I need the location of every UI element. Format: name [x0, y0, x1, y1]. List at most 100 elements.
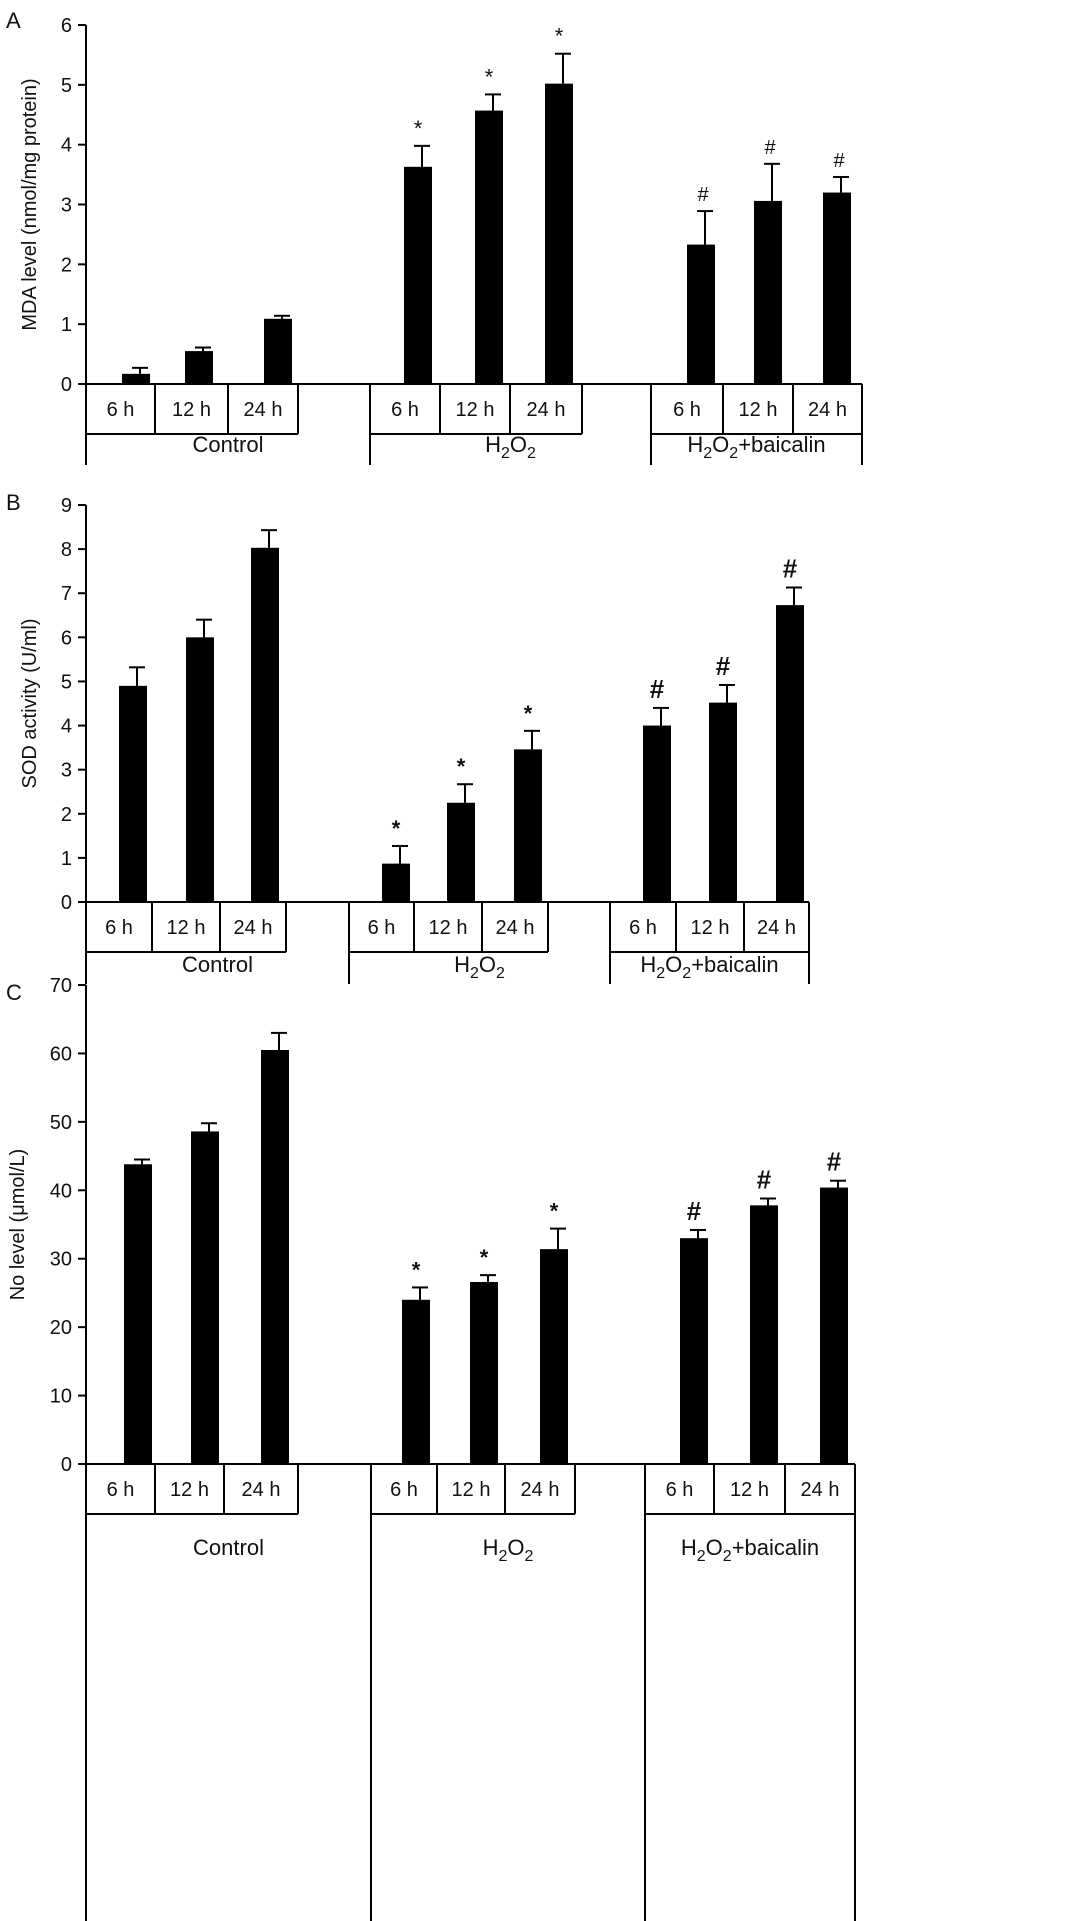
- bar: [447, 802, 475, 902]
- significance-marker: #: [697, 184, 709, 206]
- bar: [404, 166, 432, 384]
- significance-marker: *: [485, 64, 494, 89]
- panel-label: C: [6, 980, 22, 1005]
- y-tick-label: 1: [61, 848, 72, 870]
- group-label: Control: [193, 1535, 264, 1560]
- bar: [470, 1281, 498, 1464]
- category-label: 12 h: [730, 1479, 769, 1501]
- category-label: 6 h: [107, 399, 135, 421]
- y-tick-label: 4: [61, 135, 72, 157]
- bar: [709, 702, 737, 902]
- y-tick-label: 3: [61, 760, 72, 782]
- category-label: 12 h: [429, 917, 468, 939]
- significance-marker: #: [783, 553, 798, 583]
- category-label: 24 h: [244, 399, 283, 421]
- bar: [119, 685, 147, 902]
- bar: [754, 200, 782, 384]
- category-label: 24 h: [527, 399, 566, 421]
- category-label: 24 h: [757, 917, 796, 939]
- y-tick-label: 5: [61, 75, 72, 97]
- category-label: 24 h: [496, 917, 535, 939]
- bar: [514, 749, 542, 902]
- significance-marker: #: [687, 1196, 702, 1226]
- panel-label: B: [6, 490, 21, 515]
- bar: [545, 83, 573, 385]
- bar: [185, 351, 213, 384]
- group-label: Control: [182, 952, 253, 977]
- category-label: 6 h: [629, 917, 657, 939]
- y-tick-label: 50: [50, 1112, 72, 1134]
- y-tick-label: 60: [50, 1043, 72, 1065]
- y-tick-label: 70: [50, 975, 72, 997]
- significance-marker: #: [757, 1164, 772, 1194]
- y-tick-label: 0: [61, 892, 72, 914]
- y-tick-label: 4: [61, 716, 72, 738]
- y-tick-label: 0: [61, 374, 72, 396]
- y-tick-label: 2: [61, 804, 72, 826]
- bar: [124, 1164, 152, 1464]
- significance-marker: #: [833, 150, 845, 172]
- y-axis-label: SOD activity (U/ml): [19, 619, 41, 789]
- category-label: 6 h: [105, 917, 133, 939]
- bar: [643, 725, 671, 902]
- bar: [191, 1131, 219, 1464]
- bar: [776, 605, 804, 902]
- category-label: 12 h: [456, 399, 495, 421]
- group-label: H2O2: [483, 1535, 534, 1565]
- category-label: 6 h: [666, 1479, 694, 1501]
- y-axis-label: No level (μmol/L): [7, 1149, 29, 1301]
- panel-A: A 0 1 2 3 4 5 6 MDA level (nmol/mg protein) 6 h 12…: [6, 8, 863, 465]
- significance-marker: *: [480, 1245, 489, 1270]
- bar: [122, 373, 150, 384]
- group-2: 6 h 12 h 24 h H2O2+baicalin # # #: [644, 1147, 856, 1921]
- bar: [823, 192, 851, 384]
- category-label: 6 h: [673, 399, 701, 421]
- category-label: 12 h: [170, 1479, 209, 1501]
- group-label: H2O2+baicalin: [640, 952, 778, 982]
- category-label: 12 h: [452, 1479, 491, 1501]
- bar: [687, 244, 715, 384]
- group-label: H2O2+baicalin: [681, 1535, 819, 1565]
- y-tick-label: 8: [61, 539, 72, 561]
- group-label: H2O2: [454, 952, 505, 982]
- bar: [402, 1299, 430, 1464]
- y-tick-label: 7: [61, 583, 72, 605]
- significance-marker: #: [764, 137, 776, 159]
- bar: [186, 637, 214, 902]
- significance-marker: *: [457, 754, 466, 779]
- bar: [540, 1249, 568, 1464]
- y-tick-label: 6: [61, 15, 72, 37]
- category-label: 24 h: [242, 1479, 281, 1501]
- bar: [680, 1238, 708, 1464]
- y-tick-label: 0: [61, 1454, 72, 1476]
- category-label: 24 h: [521, 1479, 560, 1501]
- y-tick-label: 10: [50, 1386, 72, 1408]
- group-label: H2O2: [485, 432, 536, 462]
- group-2: 6 h 12 h 24 h H2O2+baicalin # # #: [609, 553, 810, 984]
- panel-B: B 0 1 2 3 4 5 6 7 8 9 SOD activity (U/ml) 6 h 12 h 24 …: [6, 490, 810, 984]
- panel-label: A: [6, 8, 21, 33]
- significance-marker: #: [827, 1147, 842, 1177]
- bar: [820, 1187, 848, 1464]
- y-axis-label: MDA level (nmol/mg protein): [19, 78, 41, 330]
- significance-marker: *: [524, 701, 533, 726]
- category-label: 12 h: [691, 917, 730, 939]
- significance-marker: *: [550, 1199, 559, 1224]
- y-tick-label: 5: [61, 671, 72, 693]
- bar: [251, 547, 279, 902]
- significance-marker: #: [650, 674, 665, 704]
- y-tick-label: 3: [61, 195, 72, 217]
- bar: [264, 318, 292, 384]
- group-1: 6 h 12 h 24 h H2O2 * * *: [370, 1199, 576, 1921]
- category-label: 6 h: [368, 917, 396, 939]
- group-1: 6 h 12 h 24 h H2O2 * * *: [348, 701, 549, 984]
- category-label: 12 h: [739, 399, 778, 421]
- group-label: H2O2+baicalin: [687, 432, 825, 462]
- category-label: 6 h: [390, 1479, 418, 1501]
- group-0: 6 h 12 h 24 h Control: [85, 314, 299, 465]
- category-label: 24 h: [808, 399, 847, 421]
- y-tick-label: 40: [50, 1180, 72, 1202]
- bar: [475, 110, 503, 384]
- bar: [261, 1050, 289, 1464]
- y-tick-label: 9: [61, 495, 72, 517]
